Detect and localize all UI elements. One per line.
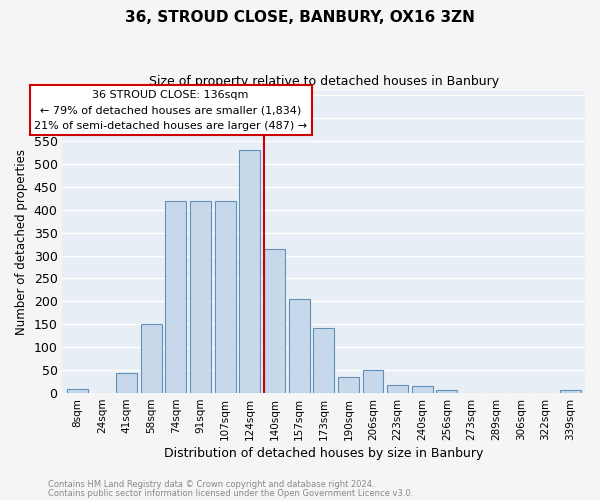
Bar <box>116 373 137 393</box>
Bar <box>362 370 383 393</box>
Text: 36, STROUD CLOSE, BANBURY, OX16 3ZN: 36, STROUD CLOSE, BANBURY, OX16 3ZN <box>125 10 475 25</box>
Bar <box>436 390 457 393</box>
Title: Size of property relative to detached houses in Banbury: Size of property relative to detached ho… <box>149 75 499 88</box>
Bar <box>313 328 334 393</box>
Bar <box>412 386 433 393</box>
Bar <box>264 248 285 393</box>
Y-axis label: Number of detached properties: Number of detached properties <box>15 149 28 335</box>
Text: Contains public sector information licensed under the Open Government Licence v3: Contains public sector information licen… <box>48 488 413 498</box>
Bar <box>338 377 359 393</box>
Bar <box>215 202 236 393</box>
Bar <box>190 202 211 393</box>
Bar <box>166 202 186 393</box>
X-axis label: Distribution of detached houses by size in Banbury: Distribution of detached houses by size … <box>164 447 484 460</box>
Bar <box>387 386 408 393</box>
Bar <box>239 150 260 393</box>
Bar <box>560 390 581 393</box>
Text: Contains HM Land Registry data © Crown copyright and database right 2024.: Contains HM Land Registry data © Crown c… <box>48 480 374 489</box>
Text: 36 STROUD CLOSE: 136sqm
← 79% of detached houses are smaller (1,834)
21% of semi: 36 STROUD CLOSE: 136sqm ← 79% of detache… <box>34 90 307 131</box>
Bar <box>289 299 310 393</box>
Bar <box>67 390 88 393</box>
Bar <box>140 324 161 393</box>
